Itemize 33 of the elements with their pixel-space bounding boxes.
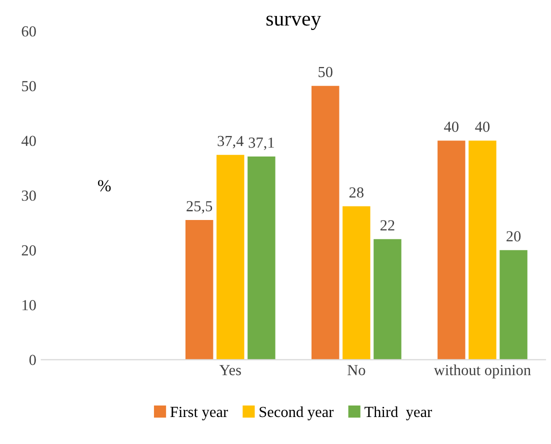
- y-tick-label: 50: [22, 80, 36, 92]
- data-label: 28: [349, 187, 364, 198]
- y-tick-label: 40: [21, 136, 36, 146]
- data-label: 37,1: [248, 138, 274, 150]
- y-tick-label: 60: [22, 26, 36, 37]
- data-label: 40: [444, 122, 458, 132]
- data-label: 20: [506, 231, 521, 242]
- chart-title: survey: [266, 16, 322, 30]
- bar: [438, 140, 466, 360]
- bar: [185, 220, 214, 360]
- bar: [216, 154, 244, 360]
- bar: [342, 206, 370, 360]
- y-tick-label: 20: [22, 245, 36, 256]
- y-tick-label: 10: [22, 300, 36, 310]
- data-label: 22: [380, 220, 394, 230]
- annotation: %: [98, 180, 111, 192]
- y-tick-label: 30: [22, 190, 36, 201]
- bar: [468, 140, 496, 360]
- x-tick-label: No: [348, 365, 366, 376]
- bar: [374, 239, 402, 360]
- bar: [500, 250, 528, 360]
- data-label: 37,4: [218, 136, 244, 148]
- legend-label: Second year: [260, 406, 334, 420]
- bar: [248, 156, 276, 360]
- x-tick-label: without opinion: [434, 364, 531, 378]
- y-tick-label: 0: [29, 354, 36, 366]
- data-label: 40: [475, 122, 490, 132]
- bar: [312, 86, 340, 360]
- legend-label: First year: [170, 406, 228, 420]
- legend-label: Third year: [364, 406, 432, 420]
- x-tick-label: Yes: [219, 365, 241, 376]
- data-label: 25,5: [186, 201, 212, 214]
- data-label: 50: [318, 66, 332, 78]
